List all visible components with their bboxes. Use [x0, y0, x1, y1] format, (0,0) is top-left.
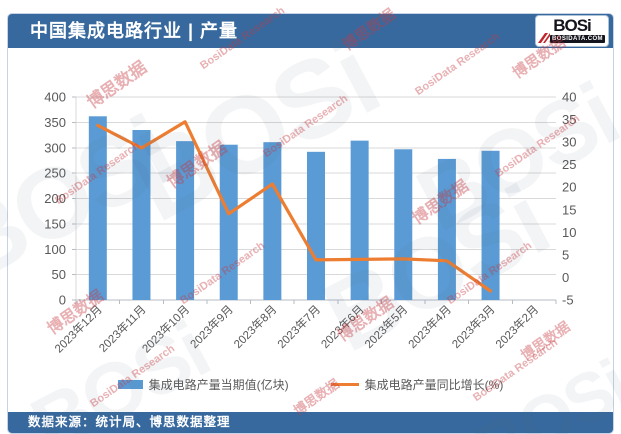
chart-legend: 集成电路产量当期值(亿块) 集成电路产量同比增长(%) — [0, 376, 621, 393]
page-title: 中国集成电路行业 | 产量 — [30, 21, 239, 41]
logo-text: BOSi — [553, 16, 592, 35]
line-series-label: 集成电路产量同比增长(%) — [364, 378, 504, 392]
bar-series-label: 集成电路产量当期值(亿块) — [148, 378, 289, 392]
legend-item-line: 集成电路产量同比增长(%) — [330, 376, 504, 393]
data-source: 数据来源：统计局、博思数据整理 — [28, 415, 231, 429]
chart-card: 中国集成电路行业 | 产量 BOSi BOSIDATA.COM 数据来源：统计局… — [7, 13, 614, 434]
bosi-logo: BOSi BOSIDATA.COM — [536, 16, 608, 46]
logo-subtext: BOSIDATA.COM — [550, 35, 605, 43]
line-series-swatch-icon — [330, 383, 359, 386]
legend-item-bars: 集成电路产量当期值(亿块) — [117, 376, 289, 393]
footer-bar: 数据来源：统计局、博思数据整理 — [8, 412, 613, 433]
header-bar: 中国集成电路行业 | 产量 BOSi BOSIDATA.COM — [8, 14, 613, 48]
bar-series-swatch-icon — [117, 380, 143, 389]
red-stripes-icon — [538, 33, 550, 43]
